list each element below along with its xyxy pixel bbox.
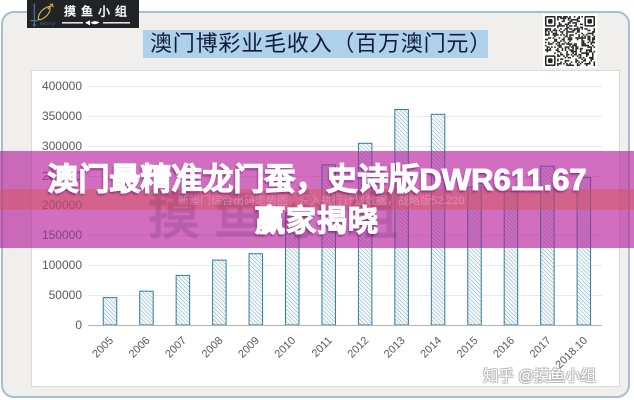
- svg-text:0: 0: [75, 318, 82, 332]
- svg-text:2011: 2011: [310, 335, 335, 360]
- svg-text:2015: 2015: [455, 335, 481, 361]
- svg-text:2009: 2009: [236, 335, 262, 361]
- svg-text:2012: 2012: [346, 335, 372, 361]
- svg-text:2013: 2013: [382, 335, 408, 361]
- svg-text:100000: 100000: [42, 258, 82, 272]
- svg-text:400000: 400000: [42, 79, 82, 93]
- svg-text:50000: 50000: [49, 288, 83, 302]
- svg-text:2014: 2014: [418, 335, 444, 361]
- svg-text:2008: 2008: [200, 335, 226, 361]
- svg-text:摸鱼小组: 摸鱼小组: [64, 4, 132, 19]
- svg-text:2010: 2010: [273, 335, 299, 361]
- svg-text:2005: 2005: [90, 335, 116, 361]
- svg-text:2017: 2017: [528, 335, 554, 361]
- svg-text:2007: 2007: [163, 335, 189, 361]
- svg-text:2006: 2006: [127, 335, 153, 361]
- svg-text:300000: 300000: [42, 139, 82, 153]
- svg-text:MOYU: MOYU: [40, 21, 56, 26]
- svg-text:2016: 2016: [491, 335, 517, 361]
- svg-text:350000: 350000: [42, 109, 82, 123]
